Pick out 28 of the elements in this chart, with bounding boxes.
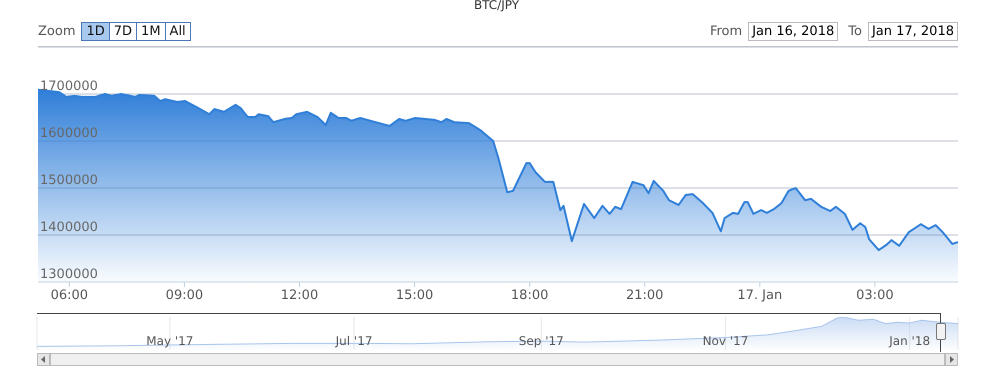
x-tick-label: 15:00 [396, 288, 434, 303]
y-tick-label: 1700000 [40, 79, 98, 94]
text: Jan 17, 2018 [868, 22, 958, 41]
x-tick-label: 21:00 [626, 288, 664, 303]
x-tick-label: Nov '17 [702, 334, 748, 348]
text: Zoom [38, 24, 76, 39]
x-tick-label: Jul '17 [334, 334, 373, 348]
y-tick-label: 1300000 [40, 267, 98, 282]
text: 1M [137, 22, 166, 41]
text: From [710, 24, 742, 39]
x-tick-label: May '17 [146, 334, 194, 348]
chart-title: BTC/JPY [472, 0, 520, 12]
text: 7D [110, 22, 138, 41]
x-tick-label: 06:00 [50, 288, 88, 303]
x-tick-label: 17. Jan [737, 288, 782, 303]
x-tick-label: 18:00 [510, 288, 548, 303]
text: 1D [81, 22, 110, 41]
text: All [166, 22, 191, 41]
text: To [848, 24, 862, 39]
x-tick-label: 12:00 [280, 288, 318, 303]
x-tick-label: Sep '17 [518, 334, 564, 348]
text: Jan 16, 2018 [748, 22, 838, 41]
y-tick-label: 1600000 [40, 126, 98, 141]
x-tick-label: 09:00 [166, 288, 204, 303]
y-tick-label: 1400000 [40, 220, 98, 235]
x-tick-label: 03:00 [856, 288, 894, 303]
y-tick-label: 1500000 [40, 173, 98, 188]
x-tick-label: Jan '18 [888, 334, 930, 348]
